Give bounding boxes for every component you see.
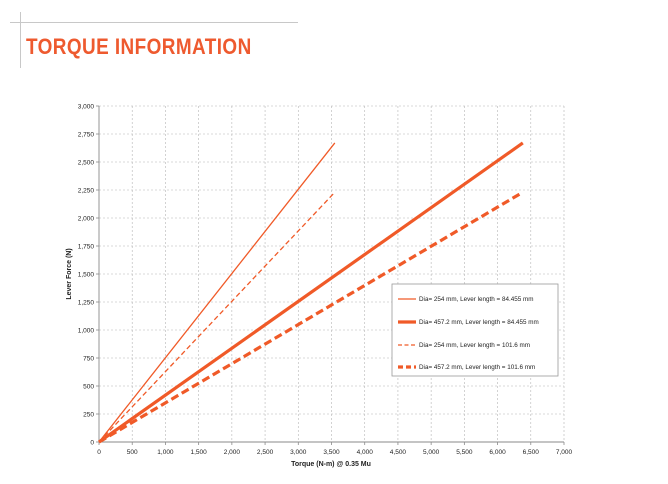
legend-label-4: Dia= 457.2 mm, Lever length = 101.6 mm	[419, 364, 535, 371]
y-tick-label: 2,750	[78, 131, 95, 138]
x-tick-label: 1,000	[157, 449, 174, 456]
axes	[96, 105, 565, 445]
x-tick-label: 5,500	[456, 449, 473, 456]
x-tick-label: 4,500	[390, 449, 407, 456]
series-line-2	[98, 141, 524, 444]
y-tick-label: 1,000	[78, 327, 95, 334]
x-tick-label: 500	[127, 449, 138, 456]
grid-lines	[99, 105, 565, 442]
y-tick-labels: 0 250 500 750 1,000 1,250 1,500 1,750 2,000 2,250…	[78, 103, 95, 446]
y-tick-label: 250	[83, 411, 94, 418]
y-tick-label: 2,250	[78, 187, 95, 194]
x-tick-label: 6,000	[489, 449, 506, 456]
legend-label-2: Dia= 457.2 mm, Lever length = 84.455 mm	[419, 319, 539, 326]
y-tick-label: 1,500	[78, 271, 95, 278]
x-tick-label: 2,000	[224, 449, 241, 456]
accent-vertical-line	[20, 12, 21, 68]
series-line-1	[98, 142, 336, 443]
x-tick-label: 3,500	[323, 449, 340, 456]
legend-label-1: Dia= 254 mm, Lever length = 84.455 mm	[419, 296, 533, 303]
y-tick-label: 0	[90, 439, 94, 446]
x-tick-label: 6,500	[523, 449, 540, 456]
series-line-4	[98, 190, 524, 444]
x-tick-label: 1,500	[191, 449, 208, 456]
x-axis-title: Torque (N-m) @ 0.35 Mu	[291, 461, 371, 468]
x-tick-label: 7,000	[556, 449, 573, 456]
legend-label-3: Dia= 254 mm, Lever length = 101.6 mm	[419, 342, 530, 349]
y-tick-label: 2,500	[78, 159, 95, 166]
y-tick-label: 1,250	[78, 299, 95, 306]
series-line-3	[98, 191, 336, 443]
y-tick-label: 750	[83, 355, 94, 362]
y-tick-label: 1,750	[78, 243, 95, 250]
y-tick-label: 3,000	[78, 103, 95, 110]
x-tick-label: 0	[97, 449, 101, 456]
x-tick-label: 5,000	[423, 449, 440, 456]
x-tick-label: 4,000	[357, 449, 374, 456]
x-tick-labels: 0 500 1,000 1,500 2,000 2,500 3,000 3,500 4,000 4…	[97, 449, 572, 456]
chart-legend: Dia= 254 mm, Lever length = 84.455 mm Dia…	[391, 283, 559, 377]
legend-box	[391, 283, 559, 377]
series-lines	[98, 141, 524, 444]
y-tick-label: 2,000	[78, 215, 95, 222]
y-tick-label: 500	[83, 383, 94, 390]
x-tick-label: 2,500	[257, 449, 274, 456]
y-axis-title: Lever Force (N)	[66, 248, 73, 299]
x-tick-label: 3,000	[290, 449, 307, 456]
accent-horizontal-line	[10, 22, 298, 23]
slide-title: TORQUE INFORMATION	[26, 34, 252, 59]
